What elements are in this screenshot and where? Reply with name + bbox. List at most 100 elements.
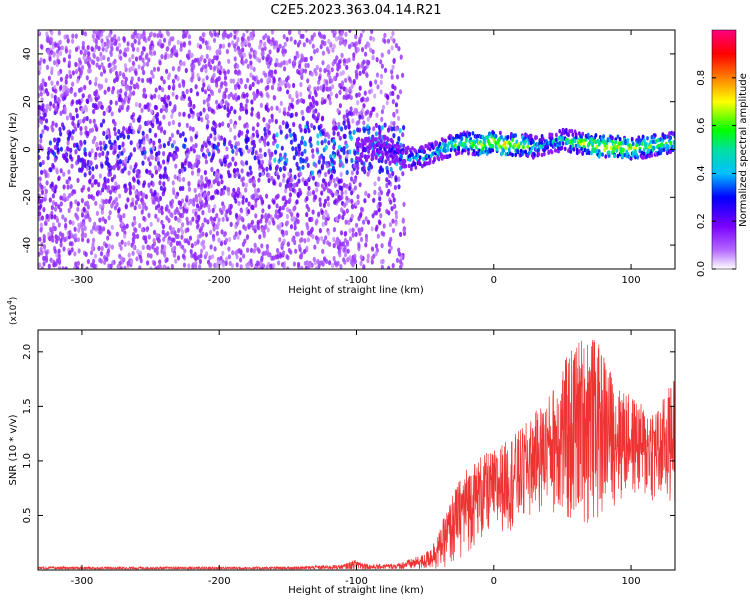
spectrogram-cell — [280, 242, 284, 248]
spectrogram-cell — [193, 162, 197, 168]
spectrogram-cell — [170, 263, 174, 269]
spectrogram-cell — [187, 186, 191, 192]
spectrogram-cell — [662, 147, 666, 152]
spectrogram-cell — [323, 138, 327, 144]
spectrogram-cell — [85, 115, 89, 122]
spectrogram-cell — [181, 185, 185, 191]
y-tick-label: 20 — [22, 95, 33, 108]
spectrogram-cell — [304, 62, 308, 69]
spectrogram-cell — [293, 205, 297, 211]
spectrogram-cell — [374, 155, 378, 160]
spectrogram-cell — [253, 224, 257, 230]
spectrogram-cell — [310, 71, 314, 77]
spectrogram-cell — [374, 122, 378, 128]
spectrogram-cell — [273, 69, 277, 75]
spectrogram-cell — [178, 217, 182, 224]
spectrogram-cell — [57, 176, 61, 182]
spectrogram-cell — [305, 195, 309, 202]
spectrogram-cell — [298, 124, 302, 130]
spectrogram-cell — [51, 186, 55, 192]
spectrogram-cell — [386, 127, 391, 133]
spectrogram-cell — [397, 184, 401, 190]
spectrogram-cell — [372, 36, 376, 42]
spectrogram-cell — [43, 112, 47, 118]
spectrogram-cell — [325, 79, 329, 85]
spectrogram-cell — [167, 208, 171, 214]
spectrogram-cell — [38, 65, 42, 71]
spectrogram-cell — [332, 243, 336, 249]
spectrogram-cell — [63, 237, 67, 243]
spectrogram-cell — [332, 255, 336, 262]
spectrogram-cell — [311, 175, 316, 181]
spectrogram-cell — [79, 49, 83, 55]
spectrogram-cell — [279, 129, 283, 135]
spectrogram-cell — [561, 141, 565, 146]
spectrogram-cell — [347, 44, 352, 50]
spectrogram-cell — [285, 133, 289, 139]
x-tick-label: -200 — [208, 275, 231, 286]
spectrogram-cell — [328, 100, 332, 106]
spectrogram-cell — [374, 251, 378, 257]
spectrogram-cell — [324, 171, 328, 178]
spectrogram-cell — [117, 208, 121, 214]
colorbar-ticks: 0.00.20.40.60.8 — [696, 70, 736, 277]
spectrogram-cell — [611, 135, 614, 141]
spectrogram-cell — [191, 74, 195, 80]
spectrogram-cell — [203, 170, 207, 176]
spectrogram-cell — [152, 66, 157, 72]
spectrogram-cell — [266, 141, 270, 147]
spectrogram-cell — [122, 134, 126, 140]
spectrogram-cell — [175, 94, 179, 100]
spectrogram-cell — [216, 189, 220, 195]
spectrogram-cell — [163, 37, 167, 43]
spectrogram-cell — [277, 260, 281, 266]
spectrogram-cell — [66, 38, 70, 44]
spectrogram-cell — [95, 62, 99, 68]
spectrogram-cell — [189, 87, 193, 94]
spectrogram-cell — [373, 93, 377, 99]
spectrogram-cell — [273, 95, 277, 101]
spectrogram-cell — [318, 228, 322, 234]
spectrogram-cell — [231, 148, 235, 154]
spectrogram-cell — [38, 70, 41, 76]
spectrogram-cell — [41, 78, 45, 84]
spectrogram-cell — [374, 243, 379, 249]
spectrogram-cell — [106, 161, 110, 167]
spectrogram-cell — [241, 161, 245, 167]
spectrogram-cell — [332, 227, 336, 233]
spectrogram-cell — [55, 141, 60, 147]
spectrogram-cell — [99, 51, 103, 58]
spectrogram-cell — [188, 40, 192, 46]
spectrogram-cell — [83, 147, 87, 153]
spectrogram-cell — [392, 133, 396, 139]
spectrogram-cell — [331, 263, 335, 269]
spectrogram-cell — [345, 169, 349, 176]
spectrogram-cell — [344, 219, 348, 225]
spectrogram-cell — [237, 215, 241, 221]
spectrogram-cell — [365, 72, 369, 78]
spectrogram-cell — [149, 31, 154, 37]
x-tick-label: 0 — [491, 275, 497, 286]
spectrogram-cell — [358, 142, 362, 147]
spectrogram-cell — [272, 263, 276, 269]
spectrogram-cell — [68, 69, 72, 75]
spectrogram-cell — [395, 74, 400, 80]
spectrogram-cell — [155, 246, 159, 252]
spectrogram-cell — [345, 87, 349, 93]
spectrogram-cell — [223, 70, 227, 76]
spectrogram-cell — [286, 266, 290, 269]
spectrogram-cell — [181, 253, 186, 259]
spectrogram-cell — [144, 205, 148, 211]
spectrogram-cell — [299, 254, 303, 260]
spectrogram-cell — [358, 85, 362, 91]
spectrogram-cell — [402, 228, 406, 234]
spectrogram-cell — [460, 136, 464, 141]
spectrogram-cell — [253, 155, 257, 161]
spectrogram-cell — [74, 33, 78, 39]
spectrogram-cell — [133, 234, 137, 240]
spectrogram-cell — [172, 252, 176, 258]
spectrogram-cell — [349, 95, 353, 101]
spectrogram-cell — [141, 150, 145, 156]
spectrogram-cell — [300, 110, 304, 116]
spectrogram-cell — [59, 84, 63, 90]
